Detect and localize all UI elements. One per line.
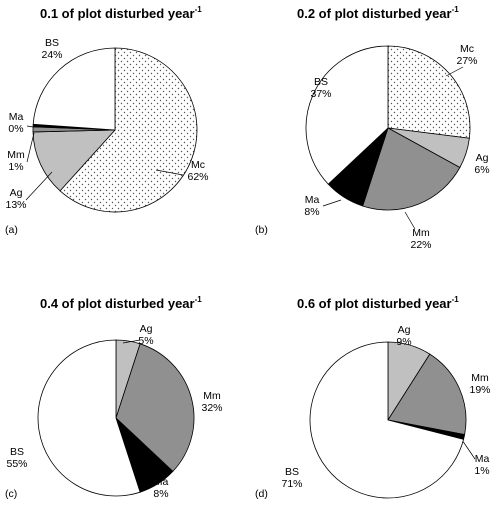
slice-label-Ma: Ma 8%: [153, 476, 168, 500]
leader-line: [155, 169, 184, 176]
slice-label-BS: BS 37%: [310, 76, 331, 100]
slice-label-BS: BS 71%: [281, 466, 302, 490]
pie-slice-BS: [37, 339, 141, 497]
slice-label-Ma: Ma 0%: [8, 111, 23, 135]
slice-label-Mc: Mc 27%: [456, 43, 477, 67]
slice-label-Ag: Ag 6%: [474, 152, 489, 176]
chart-title: 0.2 of plot disturbed year-1: [297, 5, 459, 21]
leader-line: [26, 132, 35, 163]
leader-line: [26, 125, 34, 128]
pie-slice-Ag: [32, 129, 116, 192]
leader-line: [445, 66, 464, 77]
slice-label-BS: BS 24%: [41, 37, 62, 61]
pie-slice-Mm: [362, 127, 461, 211]
slice-label-Ma: Ma 8%: [304, 194, 319, 218]
pie-slice-BS: [309, 341, 465, 499]
pie-panel-0: 0.1 of plot disturbed year-1 (a) Mc 62% Ag 13…: [5, 5, 209, 236]
chart-title: 0.1 of plot disturbed year-1: [40, 5, 202, 21]
leader-line: [122, 339, 141, 344]
chart-title: 0.6 of plot disturbed year-1: [297, 295, 459, 311]
slice-label-Mm: Mm 19%: [469, 372, 490, 396]
slice-label-Mm: Mm 32%: [201, 390, 222, 414]
slice-label-Ma: Ma 1%: [474, 453, 489, 477]
pie-slice-Mm: [387, 353, 467, 436]
slice-label-Ag: Ag 9%: [396, 324, 411, 348]
slice-label-Mm: Mm 1%: [7, 149, 25, 173]
pie-slice-Mm: [115, 343, 195, 472]
pie-panel-1: 0.2 of plot disturbed year-1 (b) Mc 27% Ag 6%…: [255, 5, 490, 251]
slice-label-Mm: Mm 22%: [410, 227, 431, 251]
slice-label-Mc: Mc 62%: [187, 159, 208, 183]
pie-slice-BS: [32, 47, 116, 131]
panel-letter: (b): [255, 224, 268, 236]
leader-line: [25, 171, 53, 201]
panel-letter: (a): [5, 224, 18, 236]
panel-letter: (d): [255, 488, 268, 500]
chart-title: 0.4 of plot disturbed year-1: [40, 295, 202, 311]
leader-line: [322, 199, 342, 207]
pie-panel-3: 0.6 of plot disturbed year-1 (d) Ag 9% Mm 19%…: [255, 295, 491, 500]
pie-slice-BS: [305, 45, 389, 185]
slice-label-BS: BS 55%: [6, 446, 27, 470]
pie-panel-2: 0.4 of plot disturbed year-1 (c) Ag 5% Mm 32%…: [5, 295, 223, 500]
panel-letter: (c): [5, 488, 17, 500]
slice-label-Ag: Ag 5%: [138, 323, 153, 347]
leader-line: [404, 211, 416, 230]
slice-label-Ag: Ag 13%: [5, 187, 26, 211]
